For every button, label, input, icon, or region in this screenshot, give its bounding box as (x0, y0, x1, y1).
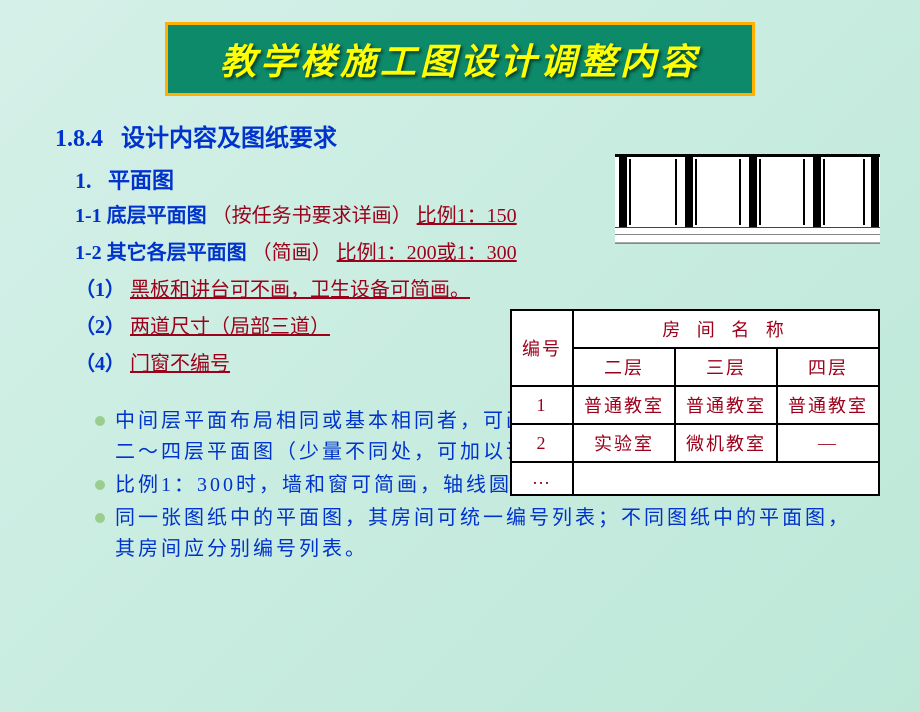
table-col: 三层 (675, 348, 777, 386)
table-header-room: 房 间 名 称 (573, 310, 879, 348)
table-cell-empty (573, 462, 879, 495)
section-title: 设计内容及图纸要求 (121, 126, 337, 152)
table-cell: — (777, 424, 879, 462)
table-header-id: 编号 (511, 310, 573, 386)
note1-text: 黑板和讲台可不画，卫生设备可简画。 (130, 279, 470, 301)
sub1-title: 平面图 (108, 168, 174, 193)
table-cell: 普通教室 (777, 386, 879, 424)
line2-label: 1-2 其它各层平面图 (75, 242, 247, 264)
bullet-text: 同一张图纸中的平面图，其房间可统一编号列表；不同图纸中的平面图，其房间应分别编号… (115, 503, 865, 565)
bullet-icon (95, 480, 105, 490)
table-cell: 实验室 (573, 424, 675, 462)
table-row: 1 普通教室 普通教室 普通教室 (511, 386, 879, 424)
bullet-icon (95, 513, 105, 523)
table-col: 二层 (573, 348, 675, 386)
title-text: 教学楼施工图设计调整内容 (168, 33, 752, 85)
diagram-mullion (629, 159, 631, 225)
diagram-mullion (863, 159, 865, 225)
line1-ratio: 比例1：150 (417, 205, 517, 227)
section-number: 1.8.4 (55, 126, 103, 152)
note2-text: 两道尺寸（局部三道） (130, 316, 330, 338)
diagram-column (813, 157, 821, 227)
table-cell: … (511, 462, 573, 495)
diagram-shelf (615, 227, 880, 235)
table-cell: 微机教室 (675, 424, 777, 462)
diagram-mullion (675, 159, 677, 225)
title-banner: 教学楼施工图设计调整内容 (165, 22, 755, 96)
table-cell: 普通教室 (675, 386, 777, 424)
sub1-number: 1. (75, 168, 92, 193)
diagram-mullion (823, 159, 825, 225)
diagram-column (685, 157, 693, 227)
line1-paren: （按任务书要求详画） (212, 205, 412, 227)
room-table: 编号 房 间 名 称 二层 三层 四层 1 普通教室 普通教室 普通教室 2 实… (510, 309, 880, 496)
note-1: （1） 黑板和讲台可不画，卫生设备可简画。 (75, 275, 865, 306)
plan-diagram (615, 154, 880, 244)
table-cell: 1 (511, 386, 573, 424)
diagram-shelf (615, 237, 880, 243)
note2-no: （2） (75, 316, 125, 338)
diagram-mullion (803, 159, 805, 225)
note3-no: （4） (75, 353, 125, 375)
table-row: … (511, 462, 879, 495)
diagram-mullion (759, 159, 761, 225)
diagram-mullion (695, 159, 697, 225)
diagram-column (619, 157, 627, 227)
table-cell: 2 (511, 424, 573, 462)
bullet-icon (95, 416, 105, 426)
line2-ratio: 比例1：200或1：300 (337, 242, 517, 264)
line1-label: 1-1 底层平面图 (75, 205, 207, 227)
bullet-item: 同一张图纸中的平面图，其房间可统一编号列表；不同图纸中的平面图，其房间应分别编号… (95, 503, 865, 565)
diagram-column (871, 157, 879, 227)
note3-text: 门窗不编号 (130, 353, 230, 375)
section-heading: 1.8.4 设计内容及图纸要求 (55, 118, 865, 153)
line2-paren: （简画） (252, 242, 332, 264)
diagram-column (749, 157, 757, 227)
table-cell: 普通教室 (573, 386, 675, 424)
note1-no: （1） (75, 279, 125, 301)
table-col: 四层 (777, 348, 879, 386)
diagram-mullion (739, 159, 741, 225)
table-row: 2 实验室 微机教室 — (511, 424, 879, 462)
table-row: 编号 房 间 名 称 (511, 310, 879, 348)
